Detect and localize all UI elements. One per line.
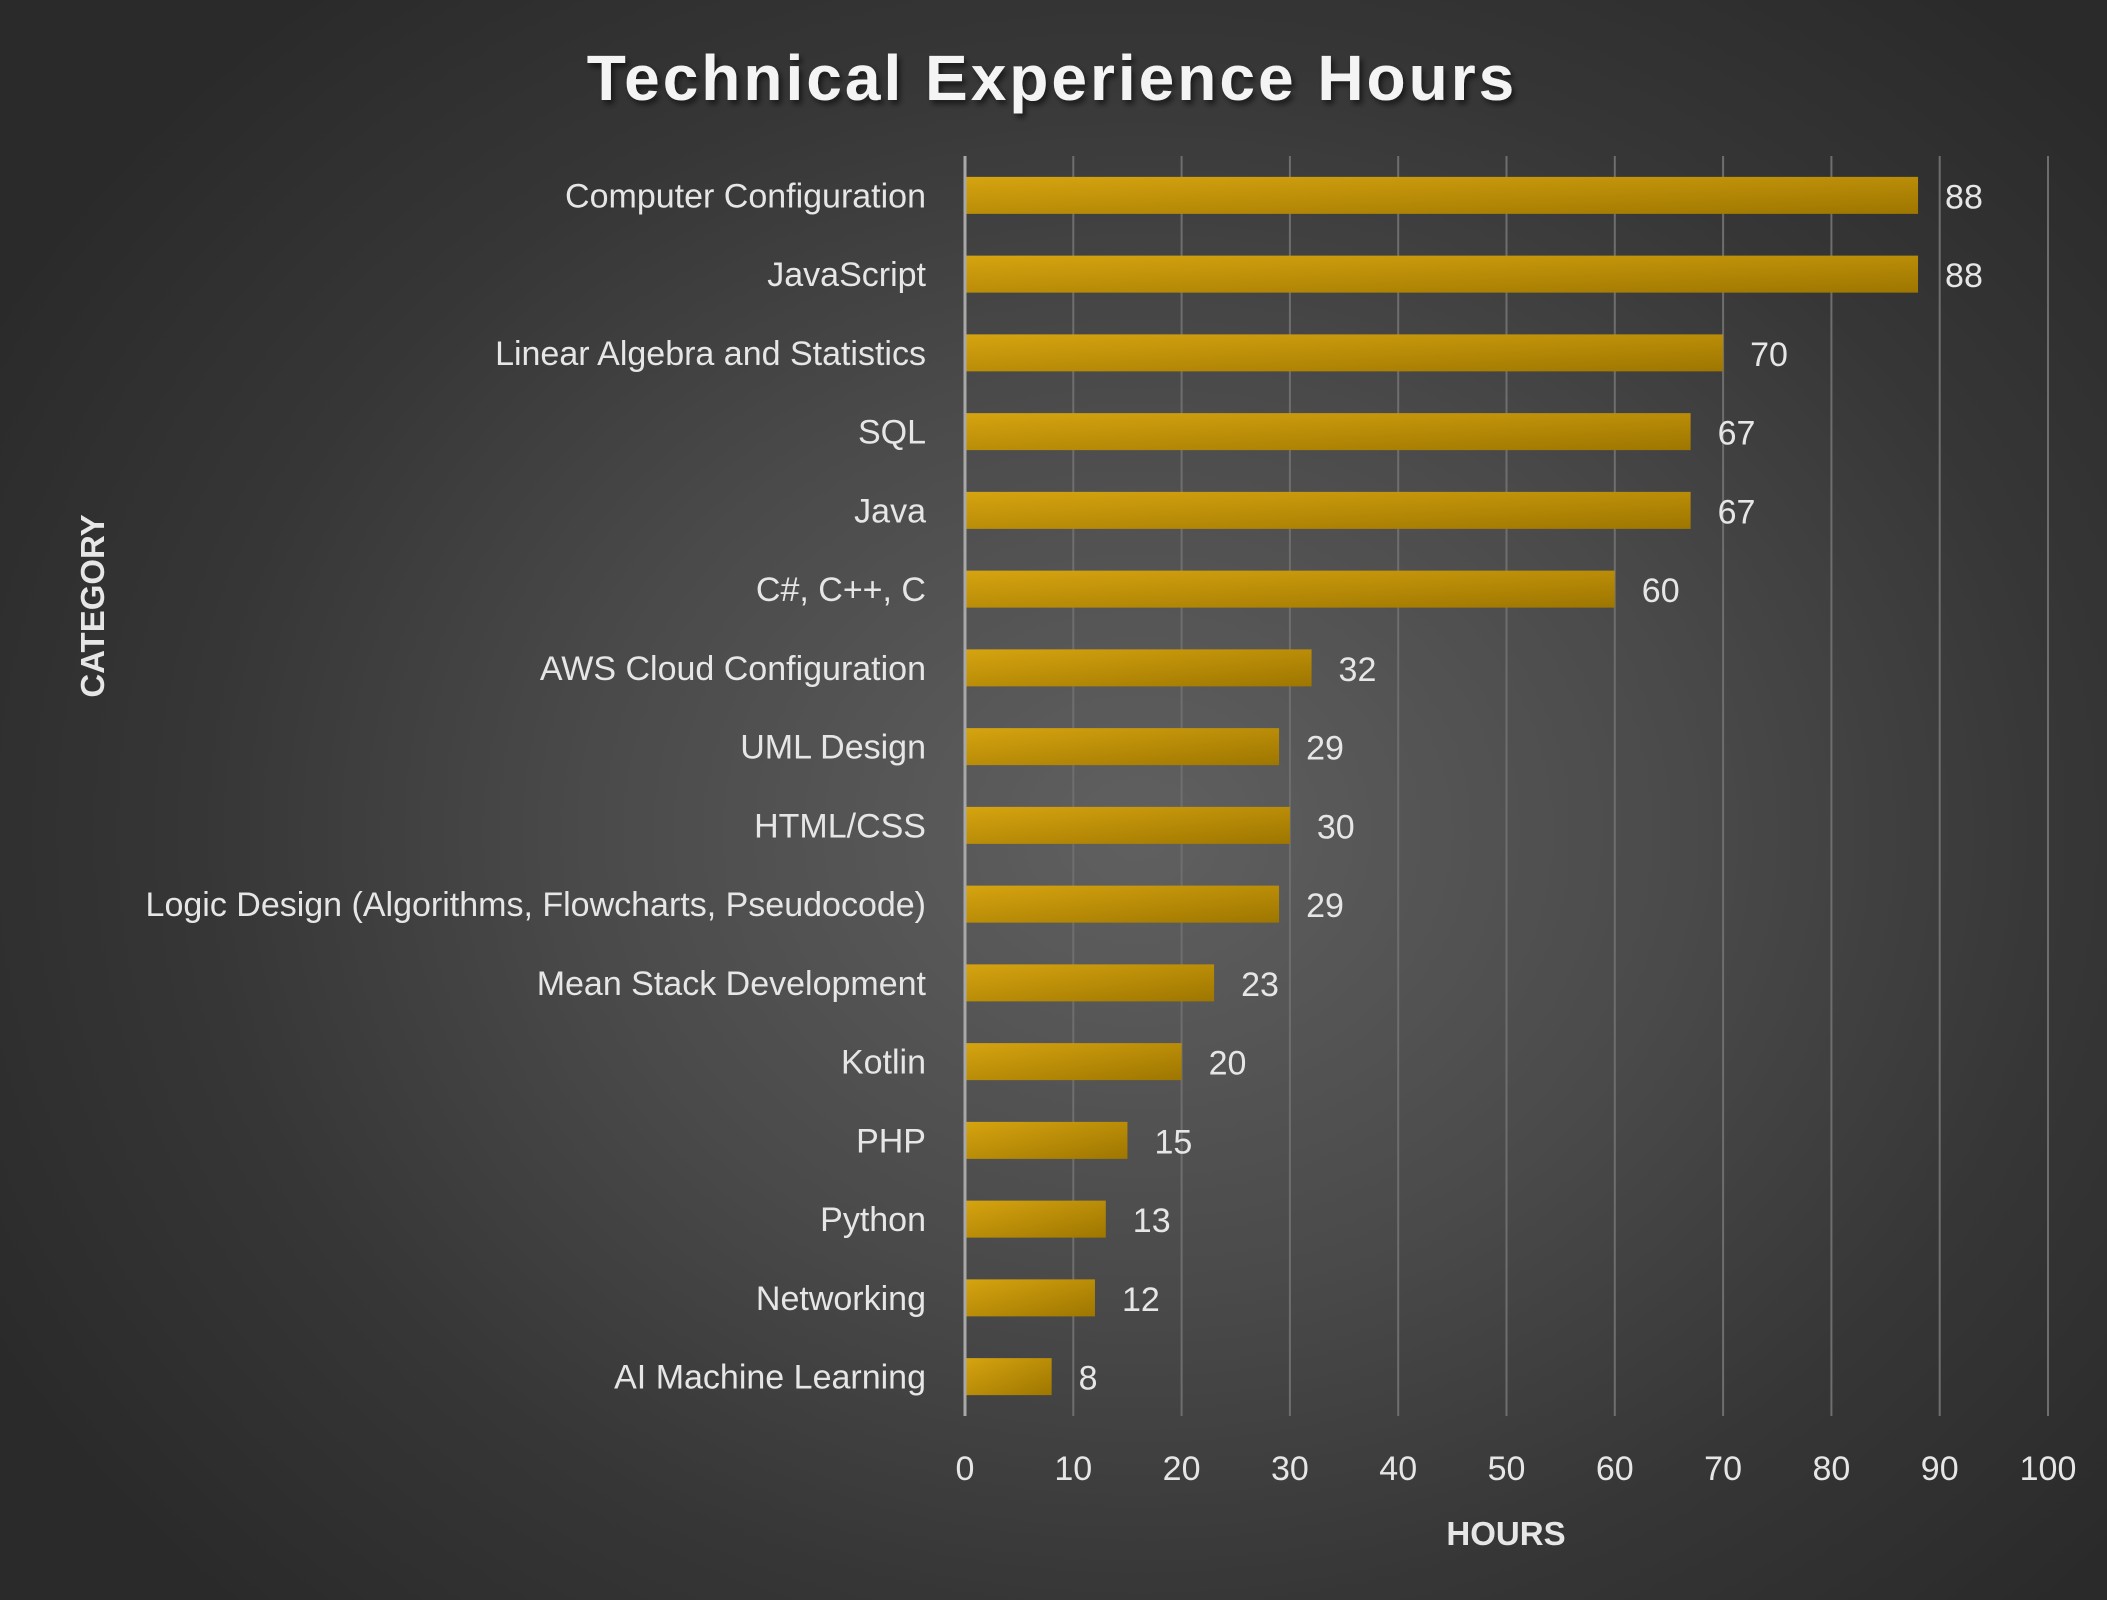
data-label: 70 bbox=[1750, 336, 1788, 374]
bar bbox=[966, 1358, 1052, 1396]
category-label: SQL bbox=[858, 414, 926, 452]
bar bbox=[966, 334, 1724, 372]
data-label: 67 bbox=[1718, 493, 1756, 531]
bars bbox=[966, 176, 1919, 1396]
category-label: Logic Design (Algorithms, Flowcharts, Ps… bbox=[146, 886, 926, 924]
x-tick-label: 30 bbox=[1271, 1450, 1309, 1488]
category-label: Mean Stack Development bbox=[537, 965, 927, 1003]
category-label: Computer Configuration bbox=[565, 177, 926, 215]
category-label: AI Machine Learning bbox=[614, 1359, 926, 1397]
category-label: Linear Algebra and Statistics bbox=[495, 335, 926, 373]
bar bbox=[966, 649, 1312, 687]
category-label: Kotlin bbox=[841, 1044, 926, 1082]
y-axis-title: CATEGORY bbox=[74, 514, 111, 697]
category-label: PHP bbox=[856, 1122, 926, 1160]
category-label: Python bbox=[820, 1201, 926, 1239]
x-tick-label: 60 bbox=[1596, 1450, 1634, 1488]
x-tick-labels: 0 10 20 30 40 50 60 70 80 90 100 bbox=[956, 1450, 2077, 1488]
bar bbox=[966, 1279, 1095, 1317]
x-tick-label: 90 bbox=[1921, 1450, 1959, 1488]
data-label: 67 bbox=[1718, 415, 1756, 453]
bar bbox=[966, 1200, 1106, 1238]
data-label: 30 bbox=[1317, 808, 1355, 846]
data-labels: 88 88 70 67 67 60 32 29 30 29 23 20 15 13 12 8 bbox=[1079, 178, 1983, 1397]
x-axis-title: HOURS bbox=[1446, 1515, 1565, 1552]
data-label: 60 bbox=[1642, 572, 1680, 610]
bar bbox=[966, 1121, 1128, 1159]
x-tick-label: 40 bbox=[1379, 1450, 1417, 1488]
x-tick-label: 70 bbox=[1704, 1450, 1742, 1488]
category-label: Java bbox=[854, 492, 926, 530]
bar bbox=[966, 806, 1290, 844]
category-labels: Computer Configuration JavaScript Linear A… bbox=[146, 177, 927, 1396]
chart-title: Technical Experience Hours bbox=[587, 42, 1517, 114]
data-label: 88 bbox=[1945, 178, 1983, 216]
bar bbox=[966, 728, 1280, 766]
bar bbox=[966, 491, 1691, 529]
data-label: 13 bbox=[1133, 1202, 1171, 1240]
x-tick-label: 50 bbox=[1488, 1450, 1526, 1488]
data-label: 32 bbox=[1339, 651, 1377, 689]
category-label: AWS Cloud Configuration bbox=[540, 650, 926, 688]
category-label: Networking bbox=[756, 1280, 926, 1318]
data-label: 23 bbox=[1241, 966, 1279, 1004]
data-label: 29 bbox=[1306, 730, 1344, 768]
bar bbox=[966, 255, 1919, 293]
data-label: 88 bbox=[1945, 257, 1983, 295]
bar bbox=[966, 176, 1919, 214]
data-label: 8 bbox=[1079, 1360, 1098, 1398]
x-tick-label: 10 bbox=[1054, 1450, 1092, 1488]
x-tick-label: 80 bbox=[1812, 1450, 1850, 1488]
x-tick-label: 100 bbox=[2020, 1450, 2077, 1488]
category-label: UML Design bbox=[740, 729, 926, 767]
data-label: 12 bbox=[1122, 1281, 1160, 1319]
bar bbox=[966, 570, 1615, 608]
bar bbox=[966, 885, 1280, 923]
data-label: 29 bbox=[1306, 887, 1344, 925]
bar bbox=[966, 413, 1691, 451]
x-tick-label: 0 bbox=[956, 1450, 975, 1488]
x-tick-label: 20 bbox=[1163, 1450, 1201, 1488]
bar bbox=[966, 964, 1215, 1002]
data-label: 20 bbox=[1209, 1045, 1247, 1083]
bar bbox=[966, 1043, 1182, 1081]
category-label: HTML/CSS bbox=[754, 807, 926, 845]
data-label: 15 bbox=[1154, 1123, 1192, 1161]
category-label: C#, C++, C bbox=[756, 571, 926, 609]
category-label: JavaScript bbox=[767, 256, 926, 294]
